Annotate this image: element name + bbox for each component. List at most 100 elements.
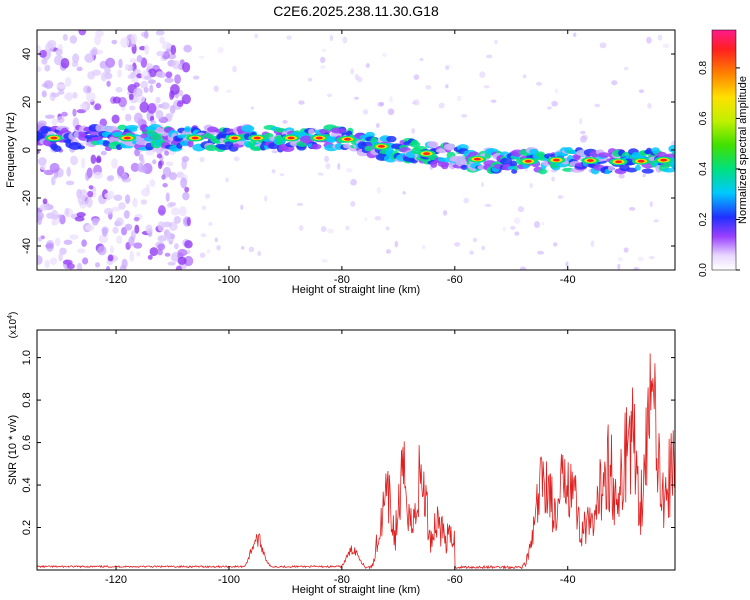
heatmap-cell xyxy=(469,250,474,255)
heatmap-cell xyxy=(580,130,586,135)
heatmap-cell xyxy=(66,166,71,177)
snr-panel: -120 -100 -80 -60 -40 0.2 0.4 0.6 0.8 1.0 Height… xyxy=(7,312,676,596)
heatmap-cell xyxy=(65,207,70,216)
heatmap-cell xyxy=(479,71,486,79)
heatmap-cell xyxy=(187,140,194,148)
heatmap-cell xyxy=(143,75,152,80)
snr-ylabel: SNR (10 * v/v) xyxy=(7,415,19,485)
snr-scale-label: (x104) xyxy=(7,312,19,339)
heatmap-cell xyxy=(200,233,207,237)
heatmap-cell xyxy=(191,136,199,140)
colorbar-tick-label: 0.0 xyxy=(698,263,709,277)
heatmap-cell xyxy=(310,143,322,150)
heatmap-cell xyxy=(50,209,59,220)
heatmap-cell xyxy=(167,261,176,266)
heatmap-cell xyxy=(581,134,588,140)
heatmap-cell xyxy=(315,136,323,140)
heatmap-cell xyxy=(183,44,192,53)
heatmap-cell xyxy=(599,42,607,49)
heatmap-cell xyxy=(76,212,86,218)
heatmap-cell xyxy=(484,203,492,207)
heatmap-cell xyxy=(286,35,292,40)
heatmap-cell xyxy=(198,55,205,59)
heatmap-cell xyxy=(271,150,278,154)
heatmap-cell xyxy=(66,263,75,270)
heatmap-cell xyxy=(147,254,153,260)
heatmap-cell xyxy=(483,84,490,89)
heatmap-cell xyxy=(155,30,165,36)
heatmap-cell xyxy=(425,85,432,90)
heatmap-cell xyxy=(164,252,171,257)
heatmap-cell xyxy=(55,48,63,56)
heatmap-cell xyxy=(157,235,167,242)
heatmap-cell xyxy=(77,194,86,206)
heatmap-cell xyxy=(118,58,123,69)
heatmap-cell xyxy=(325,162,331,170)
heatmap-cell xyxy=(184,126,192,133)
heatmap-cell xyxy=(105,57,116,68)
heatmap-cell xyxy=(177,256,187,265)
heatmap-cell xyxy=(517,206,525,213)
heatmap-cell xyxy=(69,35,78,44)
heatmap-cell xyxy=(63,239,73,245)
heatmap-cell xyxy=(156,50,164,57)
heatmap-cell xyxy=(115,86,123,93)
heatmap-cell xyxy=(50,136,58,140)
heatmap-cell xyxy=(240,246,245,250)
heatmap-cell xyxy=(168,172,178,181)
heatmap-cell xyxy=(320,226,327,232)
heatmap-cell xyxy=(423,152,431,156)
snr-y-axis: 0.2 0.4 0.6 0.8 1.0 xyxy=(21,350,675,535)
heatmap-cell xyxy=(147,103,157,114)
heatmap-cell xyxy=(279,173,285,177)
colorbar-tick-label: 0.4 xyxy=(698,162,709,176)
heatmap-cell xyxy=(376,186,381,194)
heatmap-cell xyxy=(231,136,239,140)
heatmap-cell xyxy=(413,74,420,80)
heatmap-cell xyxy=(240,204,244,210)
heatmap-cell xyxy=(124,194,131,205)
heatmap-cell xyxy=(500,157,513,165)
heatmap-cell xyxy=(670,140,675,146)
heatmap-cell xyxy=(184,255,194,267)
heatmap-cell xyxy=(386,135,397,143)
heatmap-cell xyxy=(135,140,148,146)
heatmap-cell xyxy=(96,155,102,163)
heatmap-cell xyxy=(78,30,87,36)
heatmap-cell xyxy=(152,159,157,165)
heatmap-cell xyxy=(182,191,190,201)
heatmap-cell xyxy=(117,69,122,78)
heatmap-cell xyxy=(128,236,135,247)
heatmap-cell xyxy=(232,65,237,73)
spectrogram-ylabel: Frequency (Hz) xyxy=(5,112,17,188)
heatmap-cell xyxy=(541,221,545,226)
heatmap-cell xyxy=(56,83,67,90)
heatmap-cell xyxy=(199,156,205,163)
heatmap-cell xyxy=(342,36,348,44)
heatmap-cell xyxy=(130,162,140,173)
heatmap-cell xyxy=(115,217,124,227)
heatmap-cell xyxy=(157,221,165,232)
heatmap-cell xyxy=(345,168,353,173)
heatmap-cell xyxy=(84,53,95,63)
heatmap-cell xyxy=(92,219,99,226)
heatmap-cell xyxy=(117,124,128,131)
heatmap-cell xyxy=(49,257,58,265)
heatmap-cell xyxy=(98,234,109,244)
heatmap-cell xyxy=(157,160,163,170)
heatmap-cell xyxy=(104,192,111,199)
heatmap-cell xyxy=(626,167,638,173)
heatmap-cell xyxy=(165,192,170,202)
heatmap-cell xyxy=(386,147,394,154)
heatmap-cell xyxy=(93,171,103,179)
heatmap-cell xyxy=(327,228,334,234)
heatmap-cell xyxy=(85,197,93,208)
heatmap-cell xyxy=(597,152,611,158)
heatmap-cell xyxy=(123,210,130,219)
heatmap-cell xyxy=(51,219,56,226)
spectrogram-xlabel: Height of straight line (km) xyxy=(292,284,420,296)
heatmap-cell xyxy=(94,103,102,111)
colorbar-label: Normalized spectral amplitude xyxy=(737,76,749,224)
heatmap-cell xyxy=(454,242,461,247)
heatmap-cell xyxy=(145,224,153,234)
